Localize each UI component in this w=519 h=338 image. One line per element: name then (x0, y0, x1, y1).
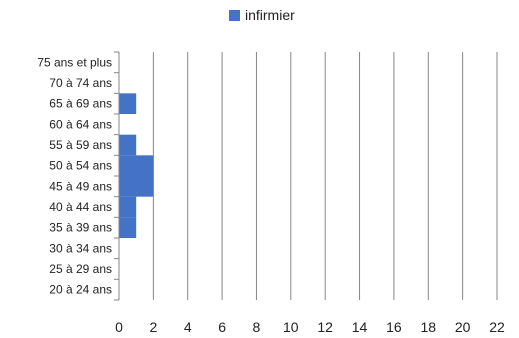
y-tick-label: 40 à 44 ans (49, 200, 112, 214)
x-tick-label: 0 (115, 319, 123, 335)
bar (119, 134, 137, 156)
x-tick-label: 6 (218, 319, 226, 335)
x-tick-label: 4 (184, 319, 192, 335)
x-tick-label: 20 (455, 319, 471, 335)
y-tick-label: 50 à 54 ans (49, 159, 112, 173)
x-tick-label: 14 (352, 319, 368, 335)
y-tick-label: 25 à 29 ans (49, 262, 112, 276)
y-tick-label: 75 ans et plus (37, 55, 112, 69)
legend-swatch (229, 9, 240, 21)
bar (119, 196, 137, 218)
bar (119, 217, 137, 238)
x-tick-label: 22 (489, 319, 505, 335)
x-tick-label: 12 (317, 319, 333, 335)
y-tick-label: 65 à 69 ans (49, 97, 112, 111)
y-tick-label: 35 à 39 ans (49, 221, 112, 235)
legend-label: infirmier (245, 7, 295, 23)
bar (119, 93, 137, 114)
y-tick-label: 60 à 64 ans (49, 117, 112, 131)
y-tick-label: 55 à 59 ans (49, 138, 112, 152)
bar (119, 176, 154, 197)
bar (119, 155, 154, 176)
x-tick-label: 8 (253, 319, 261, 335)
x-tick-label: 16 (386, 319, 402, 335)
x-tick-label: 10 (283, 319, 299, 335)
y-tick-label: 30 à 34 ans (49, 241, 112, 255)
legend: infirmier (229, 7, 295, 23)
y-tick-label: 70 à 74 ans (49, 76, 112, 90)
x-tick-label: 18 (420, 319, 436, 335)
y-tick-label: 20 à 24 ans (49, 283, 112, 297)
x-tick-label: 2 (149, 319, 157, 335)
y-tick-label: 45 à 49 ans (49, 179, 112, 193)
